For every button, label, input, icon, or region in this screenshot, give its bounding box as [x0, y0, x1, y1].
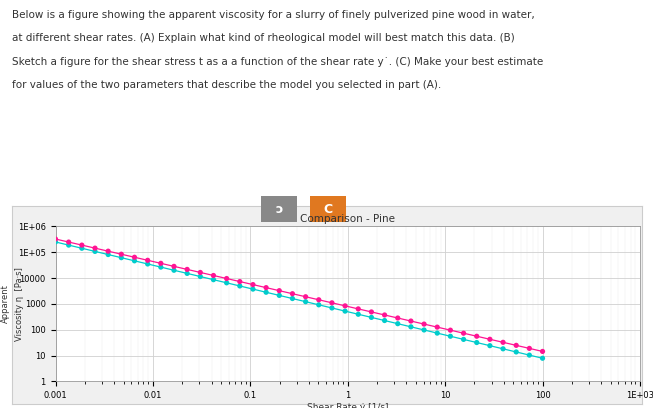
Point: [182, 270, 193, 277]
Point: [247, 286, 258, 293]
Point: [195, 273, 206, 280]
Point: [524, 352, 535, 358]
Point: [89, 248, 100, 255]
Point: [168, 263, 179, 270]
Point: [445, 333, 456, 339]
Point: [129, 254, 140, 261]
Title: Comparison - Pine: Comparison - Pine: [300, 214, 395, 224]
Point: [63, 239, 74, 245]
Point: [313, 302, 324, 308]
Point: [76, 242, 87, 248]
Point: [63, 242, 74, 248]
Point: [287, 290, 298, 297]
Point: [155, 264, 166, 271]
Point: [221, 279, 232, 286]
Point: [208, 272, 219, 279]
Point: [432, 324, 443, 330]
Point: [458, 330, 469, 337]
Text: ɔ: ɔ: [276, 203, 283, 215]
Point: [168, 267, 179, 273]
Point: [142, 261, 153, 267]
Point: [353, 311, 364, 317]
Point: [366, 314, 377, 321]
Point: [129, 257, 140, 264]
Point: [247, 282, 258, 288]
Point: [326, 305, 337, 311]
Text: Viscosity η  [Pa·s]: Viscosity η [Pa·s]: [15, 267, 24, 341]
Point: [103, 251, 114, 258]
Point: [313, 297, 324, 303]
Point: [274, 287, 285, 294]
Point: [419, 327, 429, 333]
Point: [300, 293, 311, 300]
Point: [89, 245, 100, 251]
Point: [432, 330, 443, 336]
Point: [155, 260, 166, 266]
Point: [537, 355, 548, 361]
Point: [498, 346, 508, 352]
Text: Below is a figure showing the apparent viscosity for a slurry of finely pulveriz: Below is a figure showing the apparent v…: [12, 10, 535, 20]
Point: [274, 292, 285, 299]
Point: [76, 245, 87, 251]
Point: [511, 342, 522, 348]
Text: Apparent: Apparent: [1, 284, 10, 324]
Point: [103, 248, 114, 255]
Point: [537, 348, 548, 355]
Point: [485, 342, 495, 349]
Point: [379, 317, 390, 324]
Point: [419, 321, 429, 327]
Point: [511, 349, 522, 355]
Point: [366, 309, 377, 315]
Point: [116, 255, 127, 261]
Point: [234, 278, 245, 285]
Point: [340, 303, 350, 309]
Point: [208, 276, 219, 283]
Point: [498, 339, 508, 346]
Point: [221, 275, 232, 282]
Point: [471, 339, 482, 346]
Point: [261, 289, 272, 295]
Point: [353, 306, 364, 312]
Point: [195, 269, 206, 276]
Point: [340, 308, 350, 315]
Point: [392, 315, 403, 321]
Point: [445, 327, 456, 333]
Point: [524, 345, 535, 352]
Point: [326, 299, 337, 306]
Point: [142, 257, 153, 264]
Point: [458, 336, 469, 343]
Text: at different shear rates. (A) Explain what kind of rheological model will best m: at different shear rates. (A) Explain wh…: [12, 33, 515, 44]
Text: for values of the two parameters that describe the model you selected in part (A: for values of the two parameters that de…: [12, 80, 441, 90]
Point: [379, 312, 390, 318]
X-axis label: Shear Rate γ̇ [1/s]: Shear Rate γ̇ [1/s]: [307, 403, 389, 408]
Point: [50, 236, 61, 242]
Text: C: C: [324, 203, 332, 215]
Point: [471, 333, 482, 339]
Point: [50, 239, 61, 245]
Point: [182, 266, 193, 273]
Point: [261, 284, 272, 291]
Text: Sketch a figure for the shear stress t as a a function of the shear rate y˙. (C): Sketch a figure for the shear stress t a…: [12, 57, 543, 67]
Point: [406, 324, 416, 330]
Point: [485, 336, 495, 343]
Point: [406, 318, 416, 324]
Point: [300, 298, 311, 305]
Point: [287, 295, 298, 302]
Point: [116, 251, 127, 257]
Point: [392, 320, 403, 327]
Point: [234, 283, 245, 289]
